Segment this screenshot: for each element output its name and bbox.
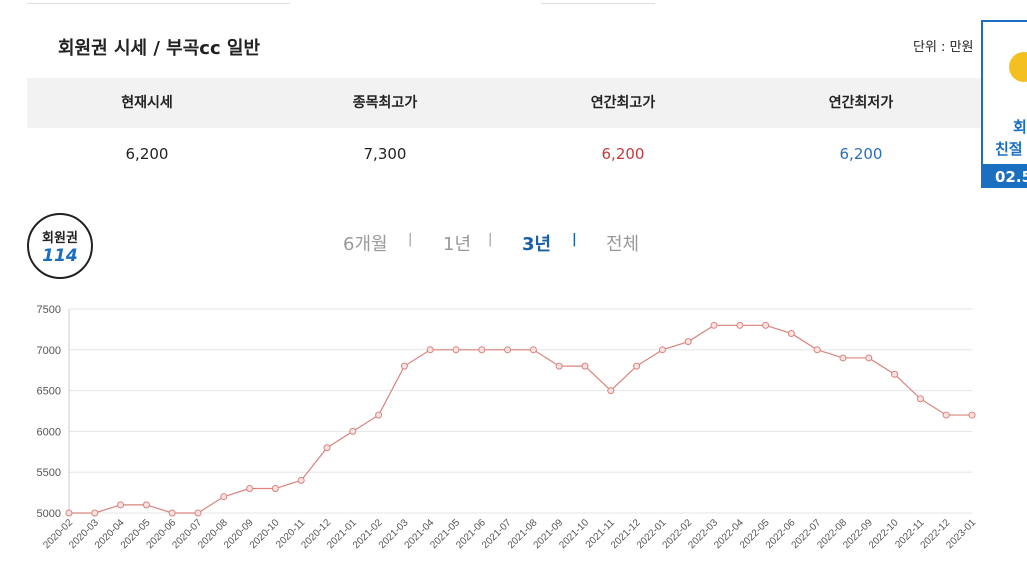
value: 7,300 (363, 145, 407, 163)
ad-icon (1009, 52, 1027, 82)
point (736, 321, 744, 329)
y-tick-label: 5500 (37, 467, 61, 479)
tab-edge (27, 0, 290, 4)
point (400, 362, 408, 370)
separator: | (572, 232, 577, 247)
point (555, 362, 563, 370)
point (478, 346, 486, 354)
point (813, 346, 821, 354)
point (658, 346, 666, 354)
point (91, 509, 99, 517)
line (69, 324, 972, 514)
value: 6,200 (125, 145, 169, 163)
logo-text: 회원권 (42, 231, 78, 246)
ad-banner[interactable]: 회 친절 02.5 (981, 20, 1027, 188)
point (194, 509, 202, 517)
unit: 단위 : 만원 (913, 40, 974, 55)
y-tick-label: 6500 (37, 386, 61, 398)
column-header: 종목최고가 (352, 95, 418, 111)
value: 6,200 (601, 145, 645, 163)
point (787, 329, 795, 337)
point (297, 476, 305, 484)
point (323, 444, 331, 452)
tab-edge (541, 0, 655, 4)
ad-text: 회 (1013, 118, 1027, 136)
point (710, 321, 718, 329)
table-header-bg (27, 78, 985, 128)
point (220, 493, 228, 501)
y-tick-label: 5000 (37, 508, 61, 520)
point (529, 346, 537, 354)
value: 6,200 (839, 145, 883, 163)
point (117, 501, 125, 509)
point (607, 387, 615, 395)
y-tick-label: 7500 (37, 304, 61, 316)
point (633, 362, 641, 370)
column-header: 연간최고가 (590, 95, 656, 111)
point (426, 346, 434, 354)
point (839, 354, 847, 362)
x-tick-label: 2023-01 (944, 517, 978, 551)
point (942, 411, 950, 419)
point (168, 509, 176, 517)
point (891, 370, 899, 378)
point (246, 485, 254, 493)
point (581, 362, 589, 370)
point (916, 395, 924, 403)
point (142, 501, 150, 509)
chart: 5000550060006500700075002020-022020-0320… (37, 304, 979, 551)
period-tab[interactable]: 3년 (522, 234, 552, 255)
point (968, 411, 976, 419)
separator: | (488, 232, 493, 247)
column-header: 현재시세 (121, 95, 173, 111)
point (762, 321, 770, 329)
point (271, 485, 279, 493)
separator: | (408, 232, 413, 247)
ad-text: 친절 (995, 140, 1023, 158)
title: 회원권 시세 / 부곡cc 일반 (58, 38, 261, 59)
period-tab[interactable]: 1년 (443, 234, 472, 255)
point (65, 509, 73, 517)
point (504, 346, 512, 354)
y-tick-label: 6000 (37, 426, 61, 438)
y-tick-label: 7000 (37, 345, 61, 357)
column-header: 연간최저가 (828, 95, 894, 111)
logo-text: 114 (42, 246, 78, 266)
point (349, 427, 357, 435)
logo: 회원권 114 (27, 213, 93, 279)
period-tab[interactable]: 6개월 (343, 234, 388, 255)
point (452, 346, 460, 354)
period-tab[interactable]: 전체 (606, 234, 640, 255)
ad-text: 02.5 (983, 164, 1027, 186)
point (375, 411, 383, 419)
point (865, 354, 873, 362)
point (684, 338, 692, 346)
